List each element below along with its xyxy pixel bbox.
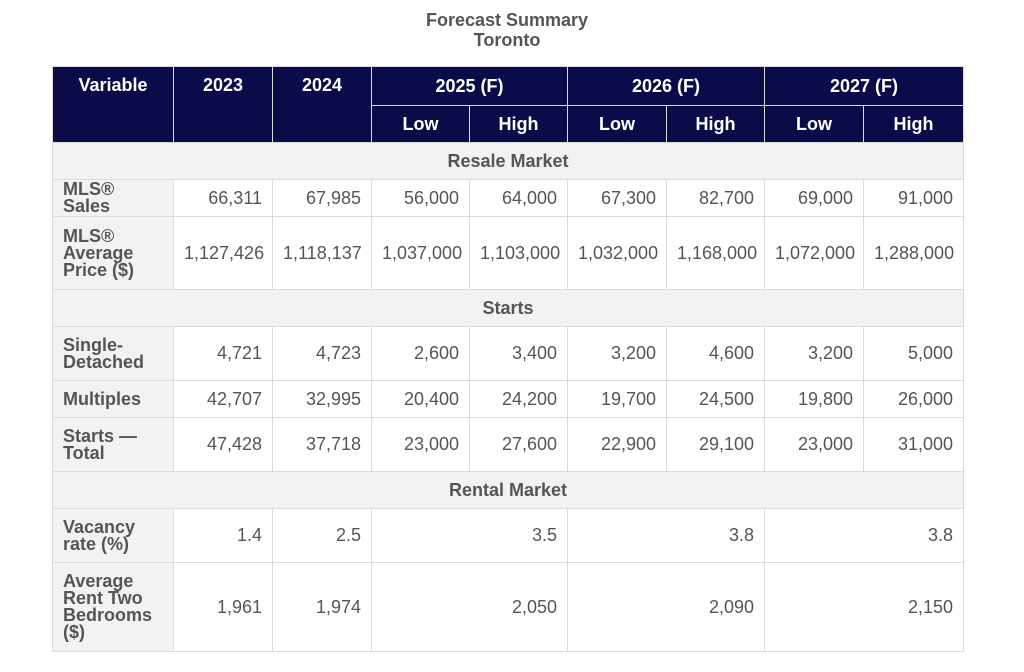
header-2025-low: Low bbox=[371, 105, 470, 143]
cell-value: 2,090 bbox=[567, 562, 765, 652]
header-2027-low: Low bbox=[764, 105, 864, 143]
cell-value: 2,150 bbox=[764, 562, 964, 652]
cell-value: 1,127,426 bbox=[173, 216, 273, 290]
row-label: MLS® Sales bbox=[52, 179, 174, 217]
cell-value: 67,985 bbox=[272, 179, 372, 217]
cell-value: 1,032,000 bbox=[567, 216, 667, 290]
title-line-1: Forecast Summary bbox=[425, 10, 589, 30]
cell-value: 24,500 bbox=[666, 380, 765, 418]
table-row-average-rent: Average Rent Two Bedrooms ($) 1,961 1,97… bbox=[52, 562, 964, 652]
table-row-mls-average-price: MLS® Average Price ($) 1,127,426 1,118,1… bbox=[52, 216, 964, 290]
header-2027-high: High bbox=[863, 105, 964, 143]
cell-value: 1.4 bbox=[173, 508, 273, 563]
forecast-table: Variable 2023 2024 2025 (F) 2026 (F) 202… bbox=[52, 66, 964, 652]
row-label: Multiples bbox=[52, 380, 174, 418]
cell-value: 3.8 bbox=[764, 508, 964, 563]
row-label: Starts — Total bbox=[52, 417, 174, 472]
cell-value: 22,900 bbox=[567, 417, 667, 472]
cell-value: 64,000 bbox=[469, 179, 568, 217]
cell-value: 82,700 bbox=[666, 179, 765, 217]
cell-value: 1,103,000 bbox=[469, 216, 568, 290]
row-label: Vacancy rate (%) bbox=[52, 508, 174, 563]
header-variable: Variable bbox=[52, 66, 174, 143]
section-starts: Starts bbox=[52, 289, 964, 327]
cell-value: 19,800 bbox=[764, 380, 864, 418]
header-2026-low: Low bbox=[567, 105, 667, 143]
cell-value: 2,050 bbox=[371, 562, 568, 652]
cell-value: 2.5 bbox=[272, 508, 372, 563]
cell-value: 5,000 bbox=[863, 326, 964, 381]
cell-value: 1,037,000 bbox=[371, 216, 470, 290]
cell-value: 4,721 bbox=[173, 326, 273, 381]
row-label: Average Rent Two Bedrooms ($) bbox=[52, 562, 174, 652]
cell-value: 4,723 bbox=[272, 326, 372, 381]
cell-value: 2,600 bbox=[371, 326, 470, 381]
cell-value: 1,168,000 bbox=[666, 216, 765, 290]
cell-value: 3,200 bbox=[567, 326, 667, 381]
table-row-starts-total: Starts — Total 47,428 37,718 23,000 27,6… bbox=[52, 417, 964, 472]
table-row-vacancy-rate: Vacancy rate (%) 1.4 2.5 3.5 3.8 3.8 bbox=[52, 508, 964, 563]
cell-value: 19,700 bbox=[567, 380, 667, 418]
cell-value: 37,718 bbox=[272, 417, 372, 472]
header-2023: 2023 bbox=[173, 66, 273, 143]
row-label: MLS® Average Price ($) bbox=[52, 216, 174, 290]
cell-value: 1,072,000 bbox=[764, 216, 864, 290]
cell-value: 1,118,137 bbox=[272, 216, 372, 290]
cell-value: 56,000 bbox=[371, 179, 470, 217]
cell-value: 1,288,000 bbox=[863, 216, 964, 290]
table-row-mls-sales: MLS® Sales 66,311 67,985 56,000 64,000 6… bbox=[52, 179, 964, 217]
cell-value: 27,600 bbox=[469, 417, 568, 472]
cell-value: 42,707 bbox=[173, 380, 273, 418]
title-line-2: Toronto bbox=[473, 30, 541, 50]
section-resale-market: Resale Market bbox=[52, 142, 964, 180]
table-row-multiples: Multiples 42,707 32,995 20,400 24,200 19… bbox=[52, 380, 964, 418]
cell-value: 24,200 bbox=[469, 380, 568, 418]
table-row-single-detached: Single-Detached 4,721 4,723 2,600 3,400 … bbox=[52, 326, 964, 381]
cell-value: 3,400 bbox=[469, 326, 568, 381]
header-2026: 2026 (F) bbox=[567, 66, 765, 106]
page-title: Forecast Summary Toronto bbox=[0, 10, 1014, 50]
row-label: Single-Detached bbox=[52, 326, 174, 381]
cell-value: 23,000 bbox=[371, 417, 470, 472]
cell-value: 32,995 bbox=[272, 380, 372, 418]
cell-value: 3.8 bbox=[567, 508, 765, 563]
header-2025-high: High bbox=[469, 105, 568, 143]
cell-value: 47,428 bbox=[173, 417, 273, 472]
cell-value: 69,000 bbox=[764, 179, 864, 217]
cell-value: 23,000 bbox=[764, 417, 864, 472]
cell-value: 1,961 bbox=[173, 562, 273, 652]
header-2027: 2027 (F) bbox=[764, 66, 964, 106]
header-2026-high: High bbox=[666, 105, 765, 143]
cell-value: 91,000 bbox=[863, 179, 964, 217]
cell-value: 3,200 bbox=[764, 326, 864, 381]
cell-value: 66,311 bbox=[173, 179, 273, 217]
header-2024: 2024 bbox=[272, 66, 372, 143]
cell-value: 3.5 bbox=[371, 508, 568, 563]
header-2025: 2025 (F) bbox=[371, 66, 568, 106]
cell-value: 20,400 bbox=[371, 380, 470, 418]
cell-value: 67,300 bbox=[567, 179, 667, 217]
section-rental-market: Rental Market bbox=[52, 471, 964, 509]
cell-value: 1,974 bbox=[272, 562, 372, 652]
cell-value: 26,000 bbox=[863, 380, 964, 418]
cell-value: 31,000 bbox=[863, 417, 964, 472]
cell-value: 29,100 bbox=[666, 417, 765, 472]
cell-value: 4,600 bbox=[666, 326, 765, 381]
